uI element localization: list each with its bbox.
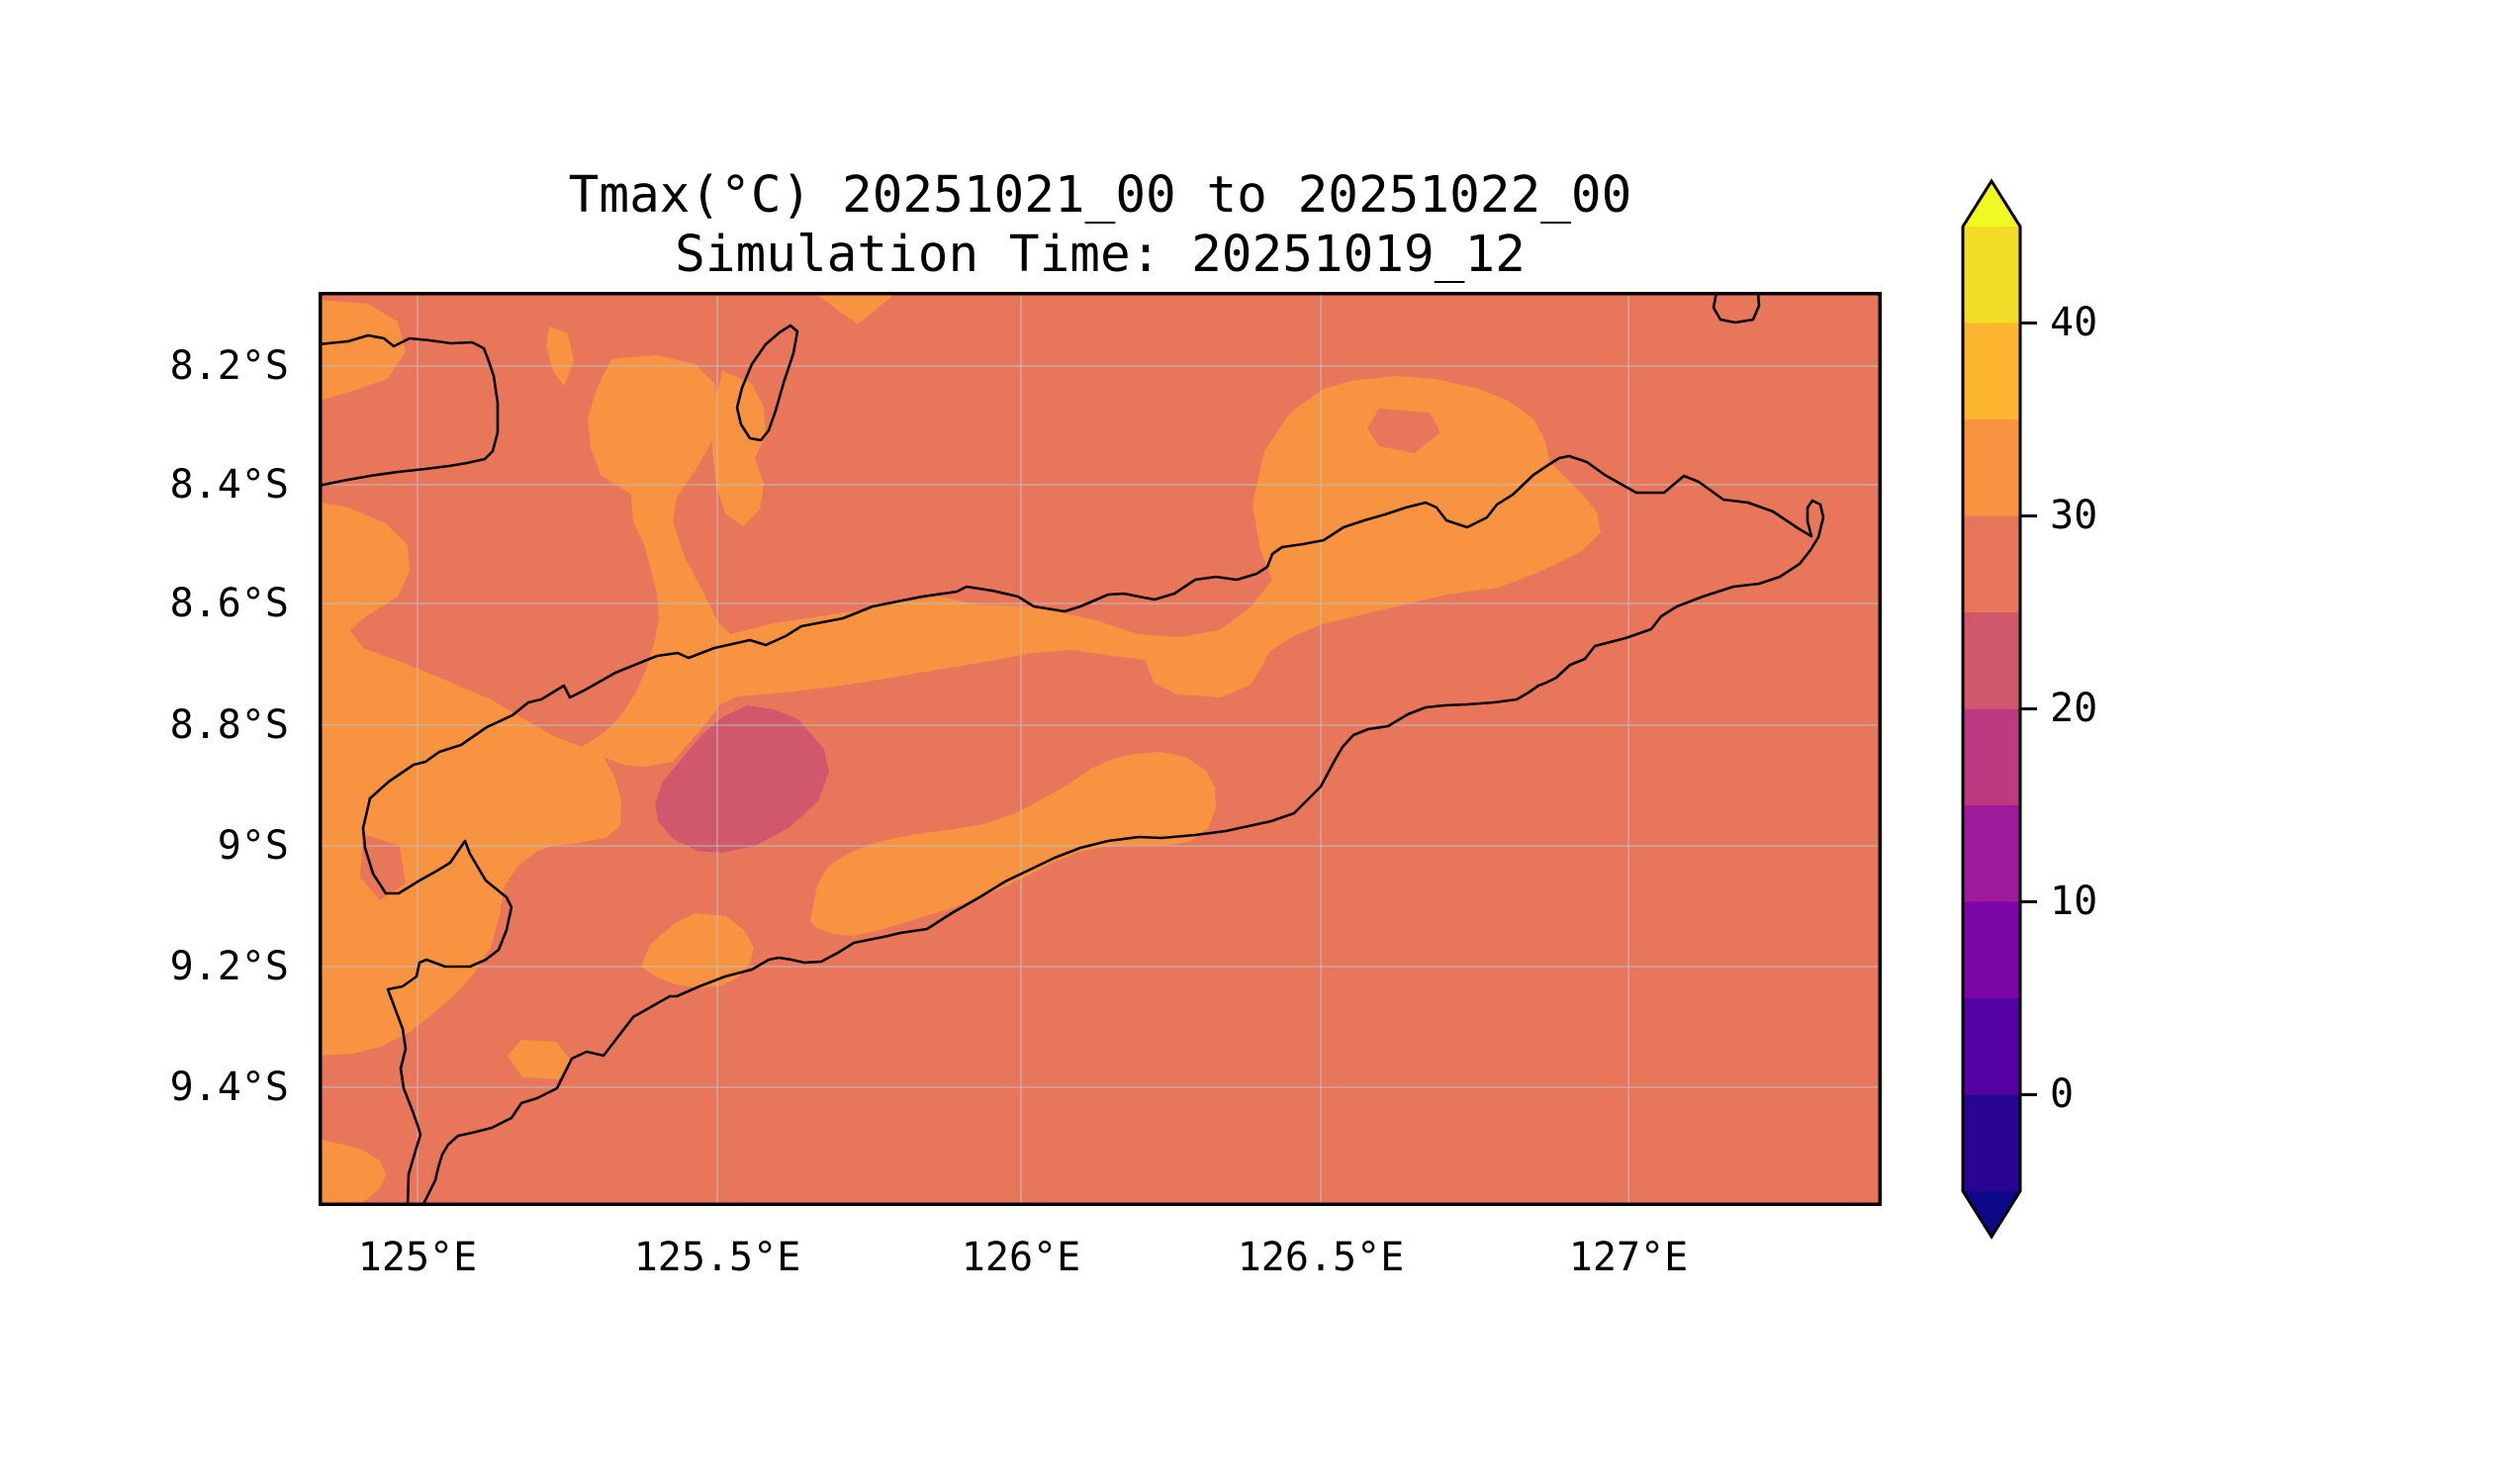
band-30-35-bottom-left-patch [319, 1139, 386, 1206]
x-axis-tick-label: 125°E [357, 1235, 478, 1280]
coastline-timor-island [361, 454, 1825, 1206]
colorbar-tick-label: 20 [2050, 686, 2098, 731]
colorbar-outline [1961, 178, 2022, 1240]
band-30-35-small-sliver [546, 326, 574, 386]
coastline-wetar-island [1712, 292, 1761, 325]
colorbar-segment [1963, 998, 2020, 1095]
temp-band-30-35-regions [319, 292, 1601, 1206]
y-axis-tick-label: 8.6°S [169, 581, 289, 626]
temp-band-20-25-spot [655, 705, 829, 853]
colorbar-segment [1963, 1094, 2020, 1191]
x-axis-tick-label: 125.5°E [633, 1235, 801, 1280]
colorbar-segment [1963, 419, 2020, 516]
map-gridlines [319, 292, 1882, 1206]
colorbar-segment [1963, 515, 2020, 612]
colorbar-tick-label: 40 [2050, 300, 2098, 345]
hole-west [360, 834, 406, 900]
band-30-35-sw-patch [508, 1040, 572, 1079]
y-axis-tick-label: 9.4°S [169, 1065, 289, 1110]
y-axis-tick-label: 8.8°S [169, 702, 289, 748]
chart-title: Tmax(°C) 20251021_00 to 20251022_00 [568, 166, 1632, 225]
coastlines [319, 292, 1825, 1206]
colorbar [1961, 178, 2037, 1240]
x-axis-tick-label: 126.5°E [1237, 1235, 1405, 1280]
x-axis-tick-label: 126°E [961, 1235, 1081, 1280]
band-30-35-atauro-patch [712, 371, 766, 526]
band-30-35-south-band [810, 752, 1216, 936]
y-axis-tick-label: 8.4°S [169, 462, 289, 508]
band-30-35-top-wedge [813, 292, 897, 325]
y-axis-tick-label: 8.2°S [169, 343, 289, 389]
colorbar-tick-label: 10 [2050, 879, 2098, 924]
colorbar-extend-min-arrow [1963, 1191, 2020, 1237]
colorbar-segment [1963, 805, 2020, 902]
band-30-35-nw-corner [319, 300, 406, 401]
colorbar-segment [1963, 901, 2020, 998]
x-axis-tick-label: 127°E [1568, 1235, 1689, 1280]
y-axis-tick-label: 9°S [217, 823, 289, 869]
band-30-35-northern-mass [319, 355, 1601, 1056]
chart-subtitle: Simulation Time: 20251019_12 [675, 226, 1526, 284]
map-border [319, 292, 1882, 1206]
colorbar-segment [1963, 612, 2020, 709]
colorbar-extend-max-arrow [1963, 181, 2020, 227]
map-plot-area [319, 292, 1882, 1206]
colorbar-segment [1963, 227, 2020, 324]
colorbar-tick-marks [2020, 322, 2037, 1096]
colorbar-tick-label: 30 [2050, 493, 2098, 538]
colorbar-segment [1963, 323, 2020, 419]
hole-east-blob [1367, 409, 1440, 453]
colorbar-tick-label: 0 [2050, 1071, 2075, 1117]
band-30-35-south-coast-lobe [641, 913, 754, 988]
coastline-atauro-island [735, 324, 799, 442]
coastline-alor-island [319, 333, 500, 488]
y-axis-tick-label: 9.2°S [169, 944, 289, 989]
colorbar-segment [1963, 708, 2020, 805]
